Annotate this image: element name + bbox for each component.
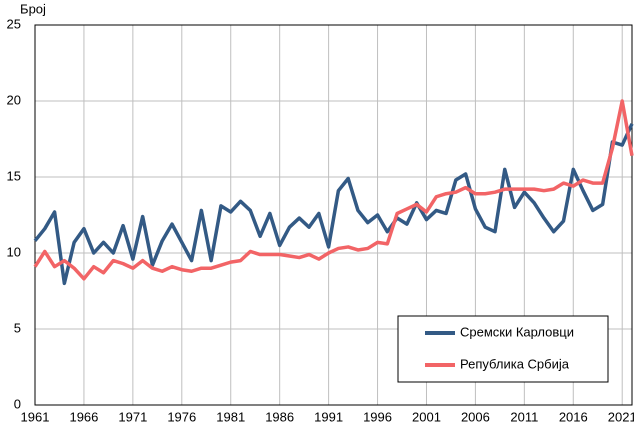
- x-tick-label: 1966: [69, 409, 98, 424]
- y-tick-label: 25: [7, 16, 21, 31]
- legend-label: Сремски Карловци: [460, 324, 574, 339]
- x-tick-label: 2011: [510, 409, 538, 424]
- plot-frame: [34, 24, 633, 406]
- y-tick-label: 0: [14, 396, 21, 411]
- x-tick-label: 1991: [314, 409, 343, 424]
- data-line: [33, 123, 634, 286]
- y-tick-label: 5: [14, 320, 21, 335]
- x-tick-label: 1986: [265, 409, 294, 424]
- y-tick-label: 20: [7, 92, 21, 107]
- x-tick-label: 1981: [216, 409, 245, 424]
- legend-label: Република Србија: [460, 356, 570, 371]
- data-line: [33, 99, 634, 281]
- x-tick-label: 1996: [363, 409, 392, 424]
- x-tick-label: 2016: [559, 409, 588, 424]
- y-tick-label: 15: [7, 168, 21, 183]
- x-tick-label: 2006: [461, 409, 490, 424]
- x-tick-label: 1976: [167, 409, 196, 424]
- x-tick-label: 1961: [21, 409, 50, 424]
- legend-box: [397, 315, 609, 383]
- y-tick-label: 10: [7, 244, 21, 259]
- x-tick-label: 2001: [412, 409, 441, 424]
- y-axis-label: Број: [20, 1, 46, 16]
- x-tick-label: 1971: [118, 409, 147, 424]
- x-tick-label: 2021: [608, 409, 634, 424]
